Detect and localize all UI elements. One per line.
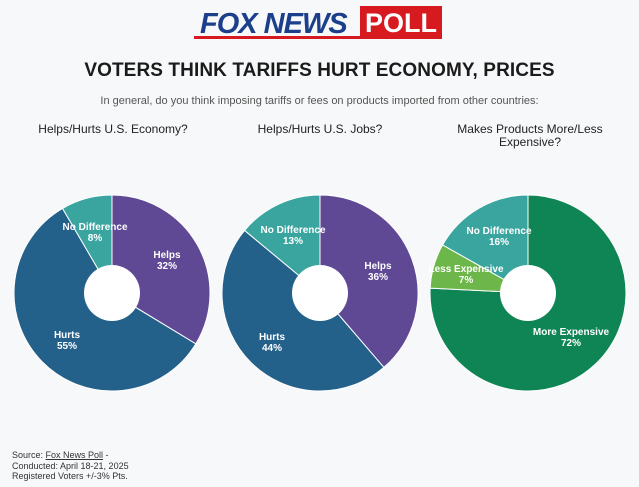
slice-value: 72% bbox=[561, 338, 581, 349]
slice-label: Hurts bbox=[54, 330, 81, 341]
slice-value: 13% bbox=[283, 236, 303, 247]
slice-label: No Difference bbox=[260, 225, 325, 236]
pie-title-jobs: Helps/Hurts U.S. Jobs? bbox=[220, 123, 420, 136]
subhead: In general, do you think imposing tariff… bbox=[100, 95, 539, 107]
slice-value: 44% bbox=[262, 343, 282, 354]
slice-label: More Expensive bbox=[533, 327, 610, 338]
pie-title-line: Helps/Hurts U.S. Economy? bbox=[38, 122, 188, 136]
slice-value: 36% bbox=[368, 272, 388, 283]
pie-center-hole bbox=[84, 265, 140, 321]
pie-title-economy: Helps/Hurts U.S. Economy? bbox=[13, 123, 213, 136]
pie-center-hole bbox=[292, 265, 348, 321]
slice-label: Helps bbox=[364, 261, 392, 272]
pie-title-line: Helps/Hurts U.S. Jobs? bbox=[257, 122, 383, 136]
source-suffix: - bbox=[103, 450, 109, 460]
logo-poll-badge bbox=[360, 6, 442, 36]
slice-label: No Difference bbox=[466, 226, 531, 237]
fox-news-poll-logo: FOX NEWS POLL bbox=[194, 6, 442, 40]
slice-label: Less Expensive bbox=[428, 264, 503, 275]
logo-poll-text: POLL bbox=[365, 8, 437, 38]
slice-value: 32% bbox=[157, 261, 177, 272]
source-note: Source: Fox News Poll - Conducted: April… bbox=[12, 450, 129, 482]
source-sample: Registered Voters +/-3% Pts. bbox=[12, 471, 128, 481]
pie-slice-no-difference bbox=[441, 194, 529, 294]
logo-brand-text: FOX NEWS bbox=[200, 8, 348, 40]
pie-title-line: Expensive? bbox=[498, 135, 562, 149]
pie-center-hole bbox=[500, 265, 556, 321]
pie-slice-helps bbox=[111, 194, 211, 345]
slice-value: 55% bbox=[57, 341, 77, 352]
pie-title-line: Makes Products More/Less bbox=[457, 122, 603, 136]
source-prefix: Source: bbox=[12, 450, 46, 460]
pie-slice-no-difference bbox=[243, 194, 321, 295]
source-link[interactable]: Fox News Poll bbox=[45, 450, 104, 460]
slice-label: Helps bbox=[153, 250, 181, 261]
source-conducted: Conducted: April 18-21, 2025 bbox=[12, 460, 129, 471]
slice-label: No Difference bbox=[62, 222, 127, 233]
headline: VOTERS THINK TARIFFS HURT ECONOMY, PRICE… bbox=[84, 60, 555, 81]
slice-value: 16% bbox=[489, 237, 509, 248]
slice-label: Hurts bbox=[259, 332, 286, 343]
slice-value: 7% bbox=[459, 275, 474, 286]
slice-value: 8% bbox=[88, 233, 103, 244]
pie-title-prices: Makes Products More/Less Expensive? bbox=[425, 123, 635, 149]
pie-slice-helps bbox=[319, 194, 419, 369]
logo-underline bbox=[194, 36, 442, 39]
